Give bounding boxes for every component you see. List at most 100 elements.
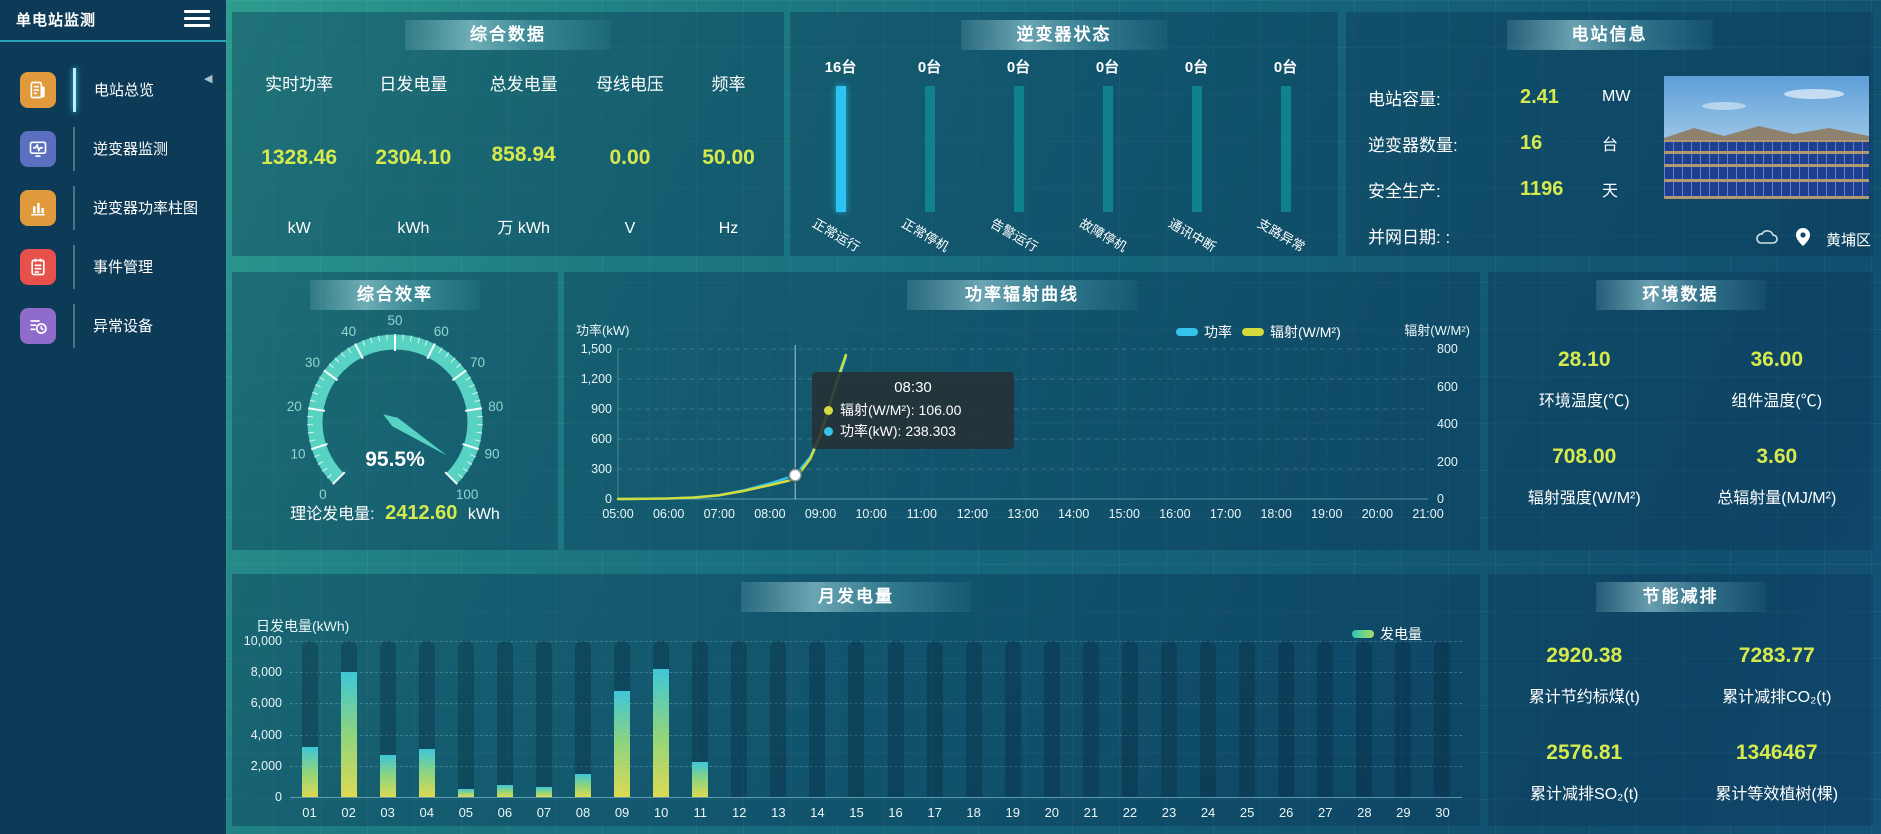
- station-row-label: 电站容量:: [1368, 89, 1441, 109]
- metric-label: 环境温度(℃): [1538, 393, 1630, 410]
- station-row-label: 安全生产:: [1368, 181, 1441, 201]
- metric-label: 组件温度(℃): [1731, 393, 1823, 410]
- metric-label: 累计等效植树(棵): [1715, 786, 1839, 803]
- y-left-tick-label: 300: [591, 462, 612, 476]
- bar-gridline: [290, 703, 1462, 705]
- panel-summary: 综合数据 实时功率 1328.46 kW 日发电量 2304.10 kWh 总发电量 858.…: [232, 12, 784, 256]
- line-chart-legend[interactable]: 功率 辐射(W/M²): [1176, 322, 1341, 342]
- tooltip-dot: [824, 427, 833, 436]
- panel-monthly-generation: 月发电量 日发电量(kWh) 发电量 10,000 8,000 6,000 4,000…: [232, 574, 1480, 826]
- bar-value[interactable]: [692, 761, 709, 797]
- y-right-axis-name: 辐射(W/M²): [1404, 323, 1470, 338]
- inverter-bar[interactable]: [1102, 86, 1113, 212]
- legend-item[interactable]: 辐射(W/M²): [1242, 322, 1341, 342]
- station-row-value: 16: [1520, 131, 1543, 154]
- inverter-status-column: 0台故障停机: [1063, 12, 1152, 256]
- bar-value[interactable]: [535, 786, 552, 797]
- panel-title-monthly: 月发电量: [741, 582, 971, 612]
- bar-y-tick-label: 0: [275, 790, 282, 804]
- bar-y-axis-name: 日发电量(kWh): [256, 618, 350, 634]
- x-tick-label: 15:00: [1108, 507, 1140, 521]
- sidebar-collapse-icon[interactable]: ◀: [204, 73, 213, 85]
- inverter-bar[interactable]: [1280, 86, 1291, 212]
- sidebar-item-3[interactable]: 逆变器功率柱图: [0, 178, 226, 237]
- theory-label: 理论发电量:: [290, 506, 375, 523]
- y-right-tick-label: 800: [1437, 342, 1458, 356]
- bar-background-column: [926, 641, 943, 797]
- panel-title-inverter-status: 逆变器状态: [961, 20, 1167, 50]
- svg-text:40: 40: [341, 324, 356, 339]
- bar-value[interactable]: [379, 754, 396, 797]
- power-radiation-chart[interactable]: [564, 272, 1480, 550]
- svg-text:95.5%: 95.5%: [365, 448, 425, 471]
- bar-background-column: [731, 641, 748, 797]
- metric-unit: V: [624, 220, 636, 237]
- bar-y-tick-label: 10,000: [243, 634, 282, 648]
- inverter-status-column: 0台 正常停机: [885, 12, 974, 256]
- bar-value[interactable]: [614, 690, 631, 797]
- inverter-bar[interactable]: [1013, 86, 1024, 212]
- metric-label: 频率: [711, 75, 746, 94]
- bar-x-label: 25: [1239, 805, 1255, 820]
- environment-metric: 36.00 组件温度(℃): [1681, 336, 1874, 423]
- metric-label: 累计减排CO₂(t): [1722, 689, 1832, 706]
- power-bars-icon: [20, 189, 56, 226]
- theory-unit: kWh: [467, 506, 500, 523]
- sidebar-item-1[interactable]: 电站总览: [0, 60, 226, 119]
- y-left-tick-label: 1,500: [580, 342, 612, 356]
- bar-background-column: [1121, 641, 1138, 797]
- bar-value[interactable]: [340, 672, 357, 797]
- bar-value[interactable]: [418, 748, 435, 797]
- inverter-status-label: 支路异常: [1255, 215, 1308, 255]
- summary-metric: 总发电量 858.94 万 kWh: [490, 70, 558, 238]
- x-tick-label: 14:00: [1057, 507, 1090, 521]
- inverter-status-label: 故障停机: [1077, 215, 1130, 255]
- tooltip-title: 08:30: [894, 379, 932, 396]
- menu-toggle-icon[interactable]: [184, 10, 210, 30]
- station-info-row: 逆变器数量: 16 台: [1368, 120, 1668, 166]
- bar-background-column: [1434, 641, 1451, 797]
- bar-x-label: 12: [732, 805, 747, 820]
- metric-value: 3.60: [1756, 445, 1798, 468]
- x-tick-label: 06:00: [652, 507, 685, 521]
- sidebar-item-4[interactable]: 事件管理: [0, 237, 226, 296]
- panel-title-savings: 节能减排: [1595, 582, 1766, 612]
- sidebar-menu: 电站总览逆变器监测 逆变器功率柱图 事件管理 异常设备: [0, 60, 226, 355]
- inverter-bar[interactable]: [835, 86, 846, 212]
- bar-value[interactable]: [457, 789, 474, 797]
- bar-x-label: 16: [888, 805, 903, 820]
- inverter-status-bars: 16台 正常运行 0台 正常停机 0台 告警运行 0台 故障停机 0台 通讯中断 0台 支路异常: [790, 12, 1338, 256]
- savings-metric: 1346467 累计等效植树(棵): [1681, 729, 1874, 816]
- legend-item[interactable]: 功率: [1176, 322, 1232, 342]
- bar-x-label: 03: [380, 805, 395, 820]
- efficiency-gauge[interactable]: 0 10 20 30 40 50 60 70 80 90 100 95.5%: [232, 304, 558, 500]
- metric-value: 2304.10: [375, 145, 452, 169]
- bar-background-column: [457, 641, 474, 797]
- sidebar-item-5[interactable]: 异常设备: [0, 296, 226, 355]
- bar-value[interactable]: [653, 669, 670, 797]
- tooltip-text: 功率(kW): 238.303: [840, 423, 956, 439]
- panel-title-power-curve: 功率辐射曲线: [907, 280, 1137, 310]
- sidebar-item-2[interactable]: 逆变器监测: [0, 119, 226, 178]
- station-info-row: 并网日期: :: [1368, 212, 1668, 258]
- svg-text:70: 70: [470, 355, 485, 370]
- metric-value: 2576.81: [1546, 741, 1623, 764]
- inverter-bar[interactable]: [924, 86, 935, 212]
- summary-metric: 实时功率 1328.46 kW: [261, 70, 337, 238]
- event-notebook-icon: [20, 248, 56, 285]
- sidebar-item-label: 电站总览: [94, 82, 155, 99]
- inverter-count: 0台: [1095, 59, 1120, 76]
- tooltip-item: 辐射(W/M²): 106.00: [824, 400, 1002, 421]
- bar-value[interactable]: [301, 747, 318, 797]
- bar-value[interactable]: [496, 785, 513, 797]
- metric-value: 28.10: [1557, 348, 1611, 371]
- inverter-status-label: 正常停机: [899, 215, 952, 255]
- bar-background-column: [809, 641, 826, 797]
- bar-chart-legend[interactable]: 发电量: [1352, 624, 1422, 644]
- savings-metric: 2576.81 累计减排SO₂(t): [1488, 729, 1681, 816]
- bar-value[interactable]: [575, 773, 591, 797]
- legend-item[interactable]: 发电量: [1352, 624, 1422, 644]
- bar-x-label: 27: [1318, 805, 1333, 820]
- bar-x-label: 19: [1005, 805, 1020, 820]
- inverter-bar[interactable]: [1191, 86, 1202, 212]
